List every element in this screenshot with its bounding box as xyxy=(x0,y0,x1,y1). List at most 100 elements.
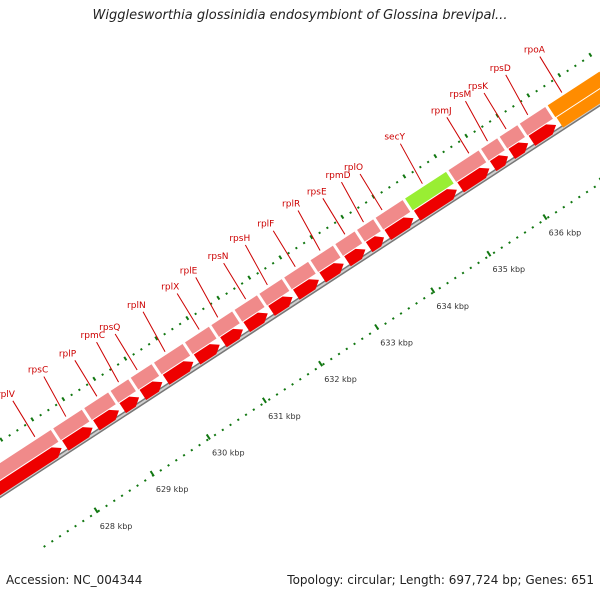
kbp-label: 629 kbp xyxy=(156,485,189,494)
gene-label-rplR[interactable]: rplR xyxy=(282,200,300,210)
leader-line xyxy=(272,230,296,267)
gene-label-rpmJ[interactable]: rpmJ xyxy=(431,106,452,116)
leader-line xyxy=(399,143,423,184)
gene-label-rpsE[interactable]: rpsE xyxy=(307,187,327,197)
gene-segment-rpsC[interactable] xyxy=(53,409,90,441)
gene-label-rplX[interactable]: rplX xyxy=(161,282,179,292)
cds-arrow-rpsM[interactable] xyxy=(489,151,511,172)
outer-tick xyxy=(294,246,298,250)
gene-segment-rpoA[interactable] xyxy=(547,71,600,118)
inner-tick xyxy=(120,494,124,498)
cds-arrow-rpsK[interactable] xyxy=(508,138,531,159)
cds-arrow-rplN[interactable] xyxy=(162,357,197,385)
gene-segment-rpsN[interactable] xyxy=(234,295,265,322)
cds-arrow-rplP[interactable] xyxy=(93,406,122,431)
outer-tick xyxy=(318,231,321,235)
gene-segment-rpmD[interactable] xyxy=(357,219,381,242)
inner-tick xyxy=(97,509,101,513)
outer-tick xyxy=(61,396,66,402)
outer-tick xyxy=(504,110,507,113)
outer-tick xyxy=(15,428,19,432)
outer-tick xyxy=(185,315,190,321)
inner-tick xyxy=(275,393,279,396)
gene-label-rplV[interactable]: rplV xyxy=(0,390,16,400)
outer-tick xyxy=(356,206,360,209)
gene-segment-rplF[interactable] xyxy=(284,261,316,290)
gene-segment-rpsK[interactable] xyxy=(499,125,525,149)
gene-segment-rpmC[interactable] xyxy=(110,379,136,403)
gene-segment-rplN[interactable] xyxy=(153,343,191,375)
inner-tick xyxy=(236,418,240,422)
gene-label-rpmC[interactable]: rpmC xyxy=(81,331,105,341)
cds-arrow-secY[interactable] xyxy=(413,185,460,221)
cds-arrow-rpsE[interactable] xyxy=(344,245,369,267)
gene-segment-rplP[interactable] xyxy=(84,392,116,420)
cds-arrow-rplX[interactable] xyxy=(193,340,223,365)
cds-arrow-rpmC[interactable] xyxy=(119,392,142,414)
inner-tick xyxy=(229,423,232,427)
gene-segment-rpsH[interactable] xyxy=(259,279,290,306)
gene-label-secY[interactable]: secY xyxy=(384,133,405,143)
outer-tick xyxy=(488,120,492,123)
cds-arrow-rpmJ[interactable] xyxy=(457,164,492,193)
cds-arrow-rpoA[interactable] xyxy=(556,85,600,128)
map-title: Wigglesworthia glossinidia endosymbiont … xyxy=(92,8,508,23)
gene-label-rplP[interactable]: rplP xyxy=(59,349,77,359)
inner-tick xyxy=(112,499,116,503)
inner-tick xyxy=(484,256,488,260)
cds-arrow-rpsC[interactable] xyxy=(62,423,96,451)
cds-arrow-rplR[interactable] xyxy=(319,259,347,283)
outer-tick xyxy=(364,201,368,204)
leader-line xyxy=(74,360,98,397)
outer-tick xyxy=(464,133,469,139)
gene-segment-rplR[interactable] xyxy=(310,245,341,273)
inner-tick xyxy=(322,362,325,366)
gene-segment-rplE[interactable] xyxy=(211,311,240,337)
outer-tick xyxy=(449,145,453,149)
gene-label-rplE[interactable]: rplE xyxy=(180,266,198,276)
outer-tick xyxy=(302,241,306,245)
inner-tick xyxy=(244,413,248,417)
cds-arrow-rplE[interactable] xyxy=(220,325,246,348)
inner-tick xyxy=(81,519,85,523)
outer-tick xyxy=(225,292,228,296)
gene-segment-rpsD[interactable] xyxy=(519,107,553,136)
gene-segment-secY[interactable] xyxy=(405,171,454,211)
gene-label-rpsQ[interactable]: rpsQ xyxy=(99,323,120,333)
gene-label-rpsN[interactable]: rpsN xyxy=(208,252,229,262)
inner-tick xyxy=(260,403,263,406)
cds-arrow-rpmD[interactable] xyxy=(365,232,387,253)
outer-tick xyxy=(194,312,197,316)
gene-segment-rplO[interactable] xyxy=(375,200,411,230)
inner-tick xyxy=(492,251,496,255)
inner-tick xyxy=(368,332,372,336)
outer-tick xyxy=(588,52,593,58)
cds-arrow-rplV[interactable] xyxy=(0,443,65,498)
gene-label-rpsK[interactable]: rpsK xyxy=(468,82,489,92)
gene-label-rpsM[interactable]: rpsM xyxy=(449,90,471,100)
gene-label-rpsH[interactable]: rpsH xyxy=(229,234,250,244)
gene-label-rplN[interactable]: rplN xyxy=(127,301,146,311)
cds-arrow-rpsN[interactable] xyxy=(243,308,271,333)
gene-segment-rpsE[interactable] xyxy=(335,231,363,256)
cds-arrow-rplO[interactable] xyxy=(384,213,416,240)
gene-label-rpsD[interactable]: rpsD xyxy=(490,64,511,74)
gene-segment-rpsM[interactable] xyxy=(481,138,505,161)
gene-label-rplO[interactable]: rplO xyxy=(344,163,363,173)
gene-segment-rplX[interactable] xyxy=(184,326,217,355)
gene-label-rpmD[interactable]: rpmD xyxy=(325,171,350,181)
gene-label-rpsC[interactable]: rpsC xyxy=(28,366,48,376)
inner-tick xyxy=(593,185,597,189)
gene-segment-rplV[interactable] xyxy=(0,430,59,487)
cds-arrow-rplF[interactable] xyxy=(293,275,322,300)
gene-label-rpoA[interactable]: rpoA xyxy=(524,46,546,56)
outer-tick xyxy=(433,153,438,159)
gene-label-rplF[interactable]: rplF xyxy=(257,220,274,230)
gene-segment-rpsQ[interactable] xyxy=(130,364,160,390)
cds-arrow-rpsQ[interactable] xyxy=(139,377,166,400)
cds-arrow-rpsD[interactable] xyxy=(528,120,560,146)
inner-tick xyxy=(461,271,465,275)
cds-arrow-rpsH[interactable] xyxy=(268,292,296,316)
gene-segment-rpmJ[interactable] xyxy=(448,150,487,182)
